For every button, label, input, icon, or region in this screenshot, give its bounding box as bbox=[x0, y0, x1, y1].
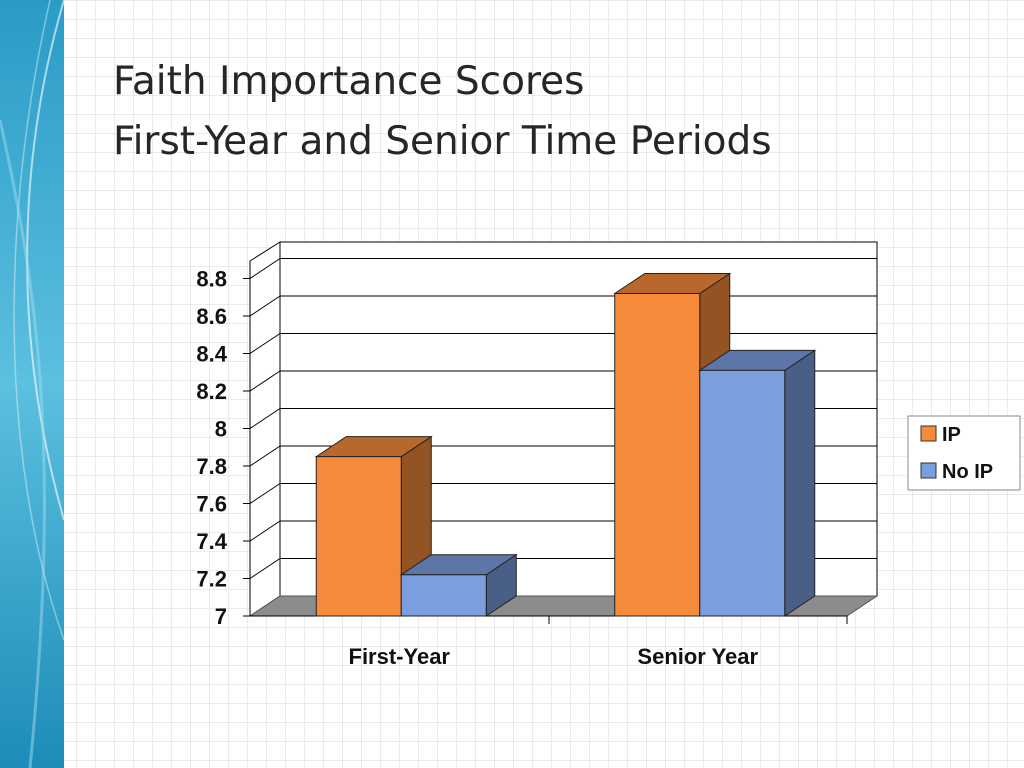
grid-line bbox=[249, 370, 281, 392]
y-tick-label: 7.6 bbox=[196, 492, 227, 517]
grid-line bbox=[249, 445, 281, 467]
x-category-label: Senior Year bbox=[637, 644, 758, 669]
bar-no-ip-first-year bbox=[399, 553, 518, 617]
chart-side-wall bbox=[249, 241, 281, 617]
y-tick-label: 7 bbox=[215, 604, 227, 629]
legend-swatch-no-ip bbox=[920, 462, 937, 479]
grid-line bbox=[249, 520, 281, 542]
grid-line bbox=[249, 333, 281, 354]
y-tick-label: 8.4 bbox=[196, 342, 227, 367]
y-tick-label: 8.8 bbox=[196, 267, 227, 292]
grid-line bbox=[249, 558, 281, 579]
x-category-label: First-Year bbox=[349, 644, 451, 669]
y-tick-label: 7.8 bbox=[196, 454, 227, 479]
y-tick-label: 8.2 bbox=[196, 379, 227, 404]
y-tick-label: 7.2 bbox=[196, 567, 227, 592]
side-decoration bbox=[0, 0, 64, 768]
legend-label-ip: IP bbox=[942, 424, 961, 446]
grid-line bbox=[249, 258, 281, 279]
legend: IP No IP bbox=[907, 415, 1021, 491]
slide-title: Faith Importance Scores First-Year and S… bbox=[113, 52, 772, 172]
y-tick-label: 8.6 bbox=[196, 304, 227, 329]
y-tick-label: 8 bbox=[215, 417, 227, 442]
y-tick-label: 7.4 bbox=[196, 529, 227, 554]
grid-line bbox=[249, 483, 281, 504]
legend-swatch-ip bbox=[920, 425, 937, 442]
title-line-2: First-Year and Senior Time Periods bbox=[113, 119, 772, 164]
grid-line bbox=[249, 408, 281, 429]
bar-no-ip-senior-year bbox=[698, 349, 817, 617]
title-line-1: Faith Importance Scores bbox=[113, 59, 585, 104]
legend-label-no-ip: No IP bbox=[942, 461, 993, 483]
grid-line bbox=[249, 295, 281, 317]
